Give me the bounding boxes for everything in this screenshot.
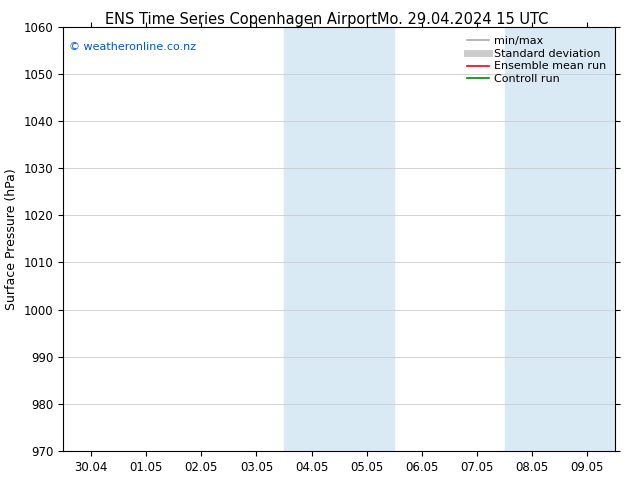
Text: Mo. 29.04.2024 15 UTC: Mo. 29.04.2024 15 UTC bbox=[377, 12, 548, 27]
Text: ENS Time Series Copenhagen Airport: ENS Time Series Copenhagen Airport bbox=[105, 12, 377, 27]
Bar bbox=[284, 27, 394, 451]
Y-axis label: Surface Pressure (hPa): Surface Pressure (hPa) bbox=[5, 168, 18, 310]
Bar bbox=[505, 27, 615, 451]
Legend: min/max, Standard deviation, Ensemble mean run, Controll run: min/max, Standard deviation, Ensemble me… bbox=[464, 32, 609, 88]
Text: © weatheronline.co.nz: © weatheronline.co.nz bbox=[69, 42, 196, 52]
